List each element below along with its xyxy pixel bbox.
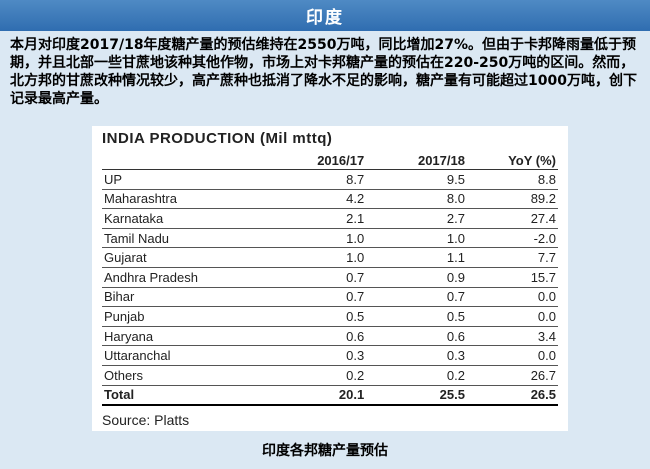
row-label: Haryana [102, 326, 261, 347]
row-value: 0.2 [260, 365, 367, 386]
row-value: 4.2 [260, 189, 367, 210]
table-header-row: 2016/17 2017/18 YoY (%) [102, 152, 558, 170]
row-value: 2.7 [366, 208, 467, 229]
table-row: Maharashtra 4.2 8.0 89.2 [102, 189, 558, 210]
row-value: 0.2 [366, 365, 467, 386]
row-label: Others [102, 365, 261, 386]
table-row: Punjab 0.5 0.5 0.0 [102, 306, 558, 327]
table-row: Bihar 0.7 0.7 0.0 [102, 287, 558, 308]
row-label: Bihar [102, 287, 261, 308]
row-value: 8.8 [466, 169, 558, 190]
column-header-2017-18: 2017/18 [366, 152, 467, 170]
row-label: Karnataka [102, 208, 261, 229]
table-title: INDIA PRODUCTION (Mil mttq) [102, 130, 333, 147]
row-label: UP [102, 169, 261, 190]
row-value: 0.5 [260, 306, 367, 327]
row-value: 7.7 [466, 247, 558, 268]
table-row: Others 0.2 0.2 26.7 [102, 365, 558, 386]
row-value: 0.6 [260, 326, 367, 347]
row-label: Punjab [102, 306, 261, 327]
row-label: Andhra Pradesh [102, 267, 261, 288]
column-header-yoy: YoY (%) [466, 152, 558, 170]
column-header-state [102, 152, 261, 170]
section-title: 印度 [306, 8, 344, 28]
table-source: Source: Platts [102, 412, 190, 428]
row-value: 0.7 [366, 287, 467, 308]
row-value: 0.0 [466, 287, 558, 308]
row-label: Tamil Nadu [102, 228, 261, 249]
table-row: Uttaranchal 0.3 0.3 0.0 [102, 345, 558, 366]
table-row: Andhra Pradesh 0.7 0.9 15.7 [102, 267, 558, 288]
row-value: 25.5 [366, 385, 467, 407]
intro-paragraph: 本月对印度2017/18年度糖产量的预估维持在2550万吨，同比增加27%。但由… [10, 37, 637, 107]
table-total-row: Total 20.1 25.5 26.5 [102, 385, 558, 407]
row-label: Uttaranchal [102, 345, 261, 366]
production-table: 2016/17 2017/18 YoY (%) UP 8.7 9.5 8.8 Mahar… [102, 152, 558, 407]
row-value: 1.0 [260, 228, 367, 249]
row-value: 9.5 [366, 169, 467, 190]
row-value: 8.7 [260, 169, 367, 190]
table-row: UP 8.7 9.5 8.8 [102, 169, 558, 190]
row-value: 0.9 [366, 267, 467, 288]
row-value: 20.1 [260, 385, 367, 407]
row-value: 27.4 [466, 208, 558, 229]
table-row: Haryana 0.6 0.6 3.4 [102, 326, 558, 347]
row-value: 0.0 [466, 345, 558, 366]
section-header: 印度 [0, 0, 650, 31]
table-caption: 印度各邦糖产量预估 [262, 443, 388, 459]
row-value: 26.5 [466, 385, 558, 407]
row-value: -2.0 [466, 228, 558, 249]
row-value: 15.7 [466, 267, 558, 288]
row-label: Total [102, 385, 261, 407]
row-value: 0.0 [466, 306, 558, 327]
production-table-panel: INDIA PRODUCTION (Mil mttq) 2016/17 2017… [92, 126, 568, 431]
row-value: 0.7 [260, 287, 367, 308]
row-value: 3.4 [466, 326, 558, 347]
row-value: 0.3 [260, 345, 367, 366]
row-value: 0.7 [260, 267, 367, 288]
row-value: 2.1 [260, 208, 367, 229]
row-value: 0.5 [366, 306, 467, 327]
row-value: 1.0 [366, 228, 467, 249]
row-value: 8.0 [366, 189, 467, 210]
row-value: 0.6 [366, 326, 467, 347]
row-value: 89.2 [466, 189, 558, 210]
table-row: Gujarat 1.0 1.1 7.7 [102, 247, 558, 268]
row-label: Gujarat [102, 247, 261, 268]
row-value: 26.7 [466, 365, 558, 386]
row-value: 0.3 [366, 345, 467, 366]
row-label: Maharashtra [102, 189, 261, 210]
row-value: 1.1 [366, 247, 467, 268]
row-value: 1.0 [260, 247, 367, 268]
column-header-2016-17: 2016/17 [260, 152, 367, 170]
table-row: Tamil Nadu 1.0 1.0 -2.0 [102, 228, 558, 249]
table-row: Karnataka 2.1 2.7 27.4 [102, 208, 558, 229]
